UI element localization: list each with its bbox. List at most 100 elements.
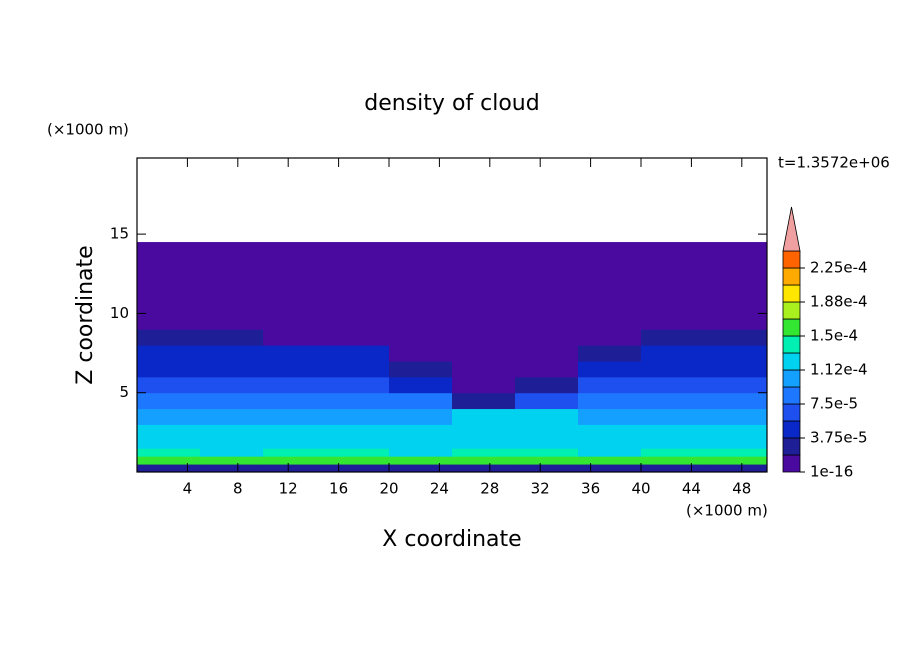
contour-cell: [137, 345, 201, 362]
x-tick-label: 8: [233, 480, 243, 498]
contour-cell: [137, 376, 201, 394]
x-unit-label: (×1000 m): [686, 502, 768, 520]
contour-cell: [200, 242, 264, 330]
contour-cell: [200, 424, 264, 441]
contour-cell: [326, 408, 390, 425]
contour-cell: [641, 424, 705, 441]
contour-cell: [137, 464, 201, 473]
contour-cell: [704, 376, 768, 394]
contour-cell: [137, 392, 201, 410]
x-tick-label: 24: [430, 480, 449, 498]
contour-cell: [326, 456, 390, 465]
contour-cell: [200, 329, 264, 346]
contour-cell: [263, 376, 327, 394]
colorbar-band: [782, 437, 801, 456]
contour-cell: [452, 345, 516, 362]
contour-cell: [641, 408, 705, 425]
contour-cell: [326, 424, 390, 441]
contour-cell: [578, 440, 642, 449]
contour-cell: [263, 440, 327, 449]
colorbar-tick-label: 2.25e-4: [810, 259, 868, 277]
contour-cell: [515, 329, 579, 346]
contour-cell: [389, 345, 453, 362]
y-tick-label: 15: [110, 225, 129, 243]
contour-cell: [704, 329, 768, 346]
contour-cell: [704, 464, 768, 473]
contour-cell: [578, 376, 642, 394]
contour-cell: [263, 448, 327, 457]
x-tick-label: 32: [531, 480, 550, 498]
contour-cell: [452, 440, 516, 449]
contour-cell: [704, 424, 768, 441]
colorbar-band: [782, 318, 801, 337]
contour-cell: [452, 424, 516, 441]
contour-cell: [515, 464, 579, 473]
contour-cell: [389, 424, 453, 441]
contour-cell: [641, 242, 705, 330]
contour-cell: [200, 345, 264, 362]
colorbar-band: [782, 267, 801, 286]
contour-cell: [452, 360, 516, 378]
contour-cell: [200, 464, 264, 473]
contour-cell: [326, 242, 390, 330]
contour-cell: [389, 242, 453, 330]
colorbar-tick-label: 1.12e-4: [810, 361, 868, 379]
contour-cell: [200, 448, 264, 457]
contour-cell: [641, 456, 705, 465]
colorbar-band: [782, 284, 801, 303]
contour-cell: [263, 392, 327, 410]
contour-cell: [704, 360, 768, 378]
contour-cell: [389, 464, 453, 473]
contour-cell: [515, 440, 579, 449]
contour-cell: [326, 376, 390, 394]
contour-cell: [641, 440, 705, 449]
contour-cell: [704, 448, 768, 457]
contour-cell: [389, 456, 453, 465]
contour-cell: [389, 360, 453, 378]
contour-cell: [200, 376, 264, 394]
contour-cell: [641, 376, 705, 394]
x-tick-label: 28: [480, 480, 499, 498]
contour-cell: [704, 456, 768, 465]
x-axis-label: X coordinate: [382, 527, 521, 552]
plot-frame: [136, 157, 768, 473]
x-tick-label: 40: [631, 480, 650, 498]
contour-cell: [389, 392, 453, 410]
contour-cell: [263, 329, 327, 346]
colorbar-band: [782, 250, 801, 269]
colorbar-tick-label: 1e-16: [810, 463, 853, 481]
contour-cell: [704, 392, 768, 410]
colorbar-band: [782, 403, 801, 422]
contour-cell: [137, 408, 201, 425]
contour-cell: [578, 424, 642, 441]
x-tick-label: 44: [682, 480, 701, 498]
contour-cell: [200, 456, 264, 465]
contour-cell: [641, 345, 705, 362]
contour-cell: [263, 424, 327, 441]
x-tick-label: 36: [581, 480, 600, 498]
contour-cell: [263, 242, 327, 330]
contour-cell: [326, 392, 390, 410]
x-tick-label: 48: [732, 480, 751, 498]
x-tick-label: 12: [279, 480, 298, 498]
colorbar-tick-label: 7.5e-5: [810, 395, 858, 413]
y-tick-label: 5: [119, 383, 129, 401]
y-axis-label: Z coordinate: [73, 245, 98, 384]
contour-cell: [452, 242, 516, 330]
contour-cell: [137, 242, 201, 330]
colorbar-tick-label: 3.75e-5: [810, 429, 868, 447]
contour-cell: [326, 329, 390, 346]
y-unit-label: (×1000 m): [47, 121, 129, 139]
contour-cell: [137, 329, 201, 346]
contour-cell: [578, 408, 642, 425]
contour-cell: [515, 424, 579, 441]
x-tick-label: 20: [379, 480, 398, 498]
contour-cell: [263, 456, 327, 465]
contour-cell: [137, 448, 201, 457]
contour-cell: [326, 345, 390, 362]
contour-cell: [389, 440, 453, 449]
colorbar-band: [782, 454, 801, 473]
colorbar-band: [782, 369, 801, 388]
contour-cell: [326, 440, 390, 449]
contour-cell: [452, 392, 516, 410]
